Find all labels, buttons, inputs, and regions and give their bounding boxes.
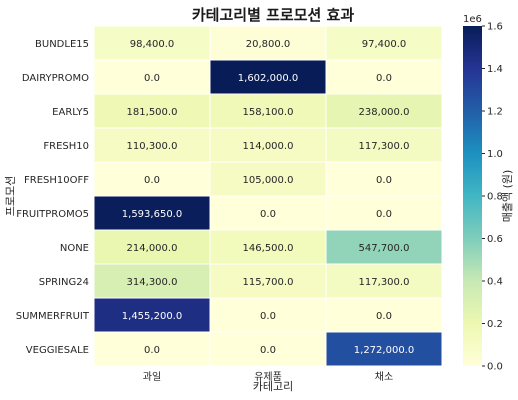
cell-value-label: 1,602,000.0 [238,73,298,84]
heatmap-cell [93,331,211,367]
cell-value-label: 0.0 [144,175,160,186]
x-axis-label: 카테고리 [253,380,293,393]
cell-value-label: 0.0 [376,73,392,84]
heatmap-cell [93,297,211,333]
cell-value-label: 117,300.0 [359,277,410,288]
heatmap-cells: 98,400.0 20,800.0 97,400.0 0.0 1,602,000.0 0.… [93,25,443,367]
colorbar-label: 매출액 (원) [501,170,514,223]
colorbar-multiplier: 1e6 [463,14,482,25]
colorbar-tick-label: 0.6 [487,234,503,245]
y-tick-label: FRESH10 [43,141,89,152]
cell-value-label: 0.0 [376,311,392,322]
colorbar-tick-label: 1.6 [487,22,503,33]
heatmap-cell [209,25,327,61]
cell-value-label: 0.0 [260,209,276,220]
cell-value-label: 146,500.0 [243,243,294,254]
cell-value-label: 0.0 [144,73,160,84]
cell-value-label: 158,100.0 [243,107,294,118]
y-tick-label: EARLY5 [52,107,89,118]
y-tick-labels: BUNDLE15 DAIRYPROMO EARLY5 FRESH10 FRESH10OF… [16,39,90,356]
cell-value-label: 181,500.0 [127,107,178,118]
x-tick-label: 과일 [143,371,161,383]
cell-value-label: 547,700.0 [359,243,410,254]
heatmap-cell [325,195,443,231]
cell-value-label: 0.0 [144,345,160,356]
colorbar-tick-label: 0.2 [487,319,503,330]
cell-value-label: 238,000.0 [359,107,410,118]
x-tick-label: 유제품 [254,371,282,383]
x-tick-label: 채소 [375,371,393,383]
heatmap-cell [93,263,211,299]
colorbar-tick-label: 0.0 [487,362,503,373]
cell-value-label: 1,455,200.0 [122,311,182,322]
colorbar-tick-label: 0.8 [487,192,503,203]
colorbar-tick-label: 1.4 [487,64,503,75]
heatmap-cell [325,127,443,163]
heatmap-cell [325,331,443,367]
y-tick-label: FRESH10OFF [24,175,89,186]
y-tick-label: DAIRYPROMO [22,73,89,84]
cell-value-label: 0.0 [376,209,392,220]
cell-value-label: 214,000.0 [127,243,178,254]
heatmap-cell [209,93,327,129]
heatmap-cell [209,161,327,197]
heatmap-cell [325,59,443,95]
y-tick-label: SUMMERFRUIT [16,311,90,322]
y-tick-label: BUNDLE15 [35,39,89,50]
heatmap-cell [93,25,211,61]
heatmap-cell [93,127,211,163]
colorbar [463,26,482,366]
cell-value-label: 0.0 [260,345,276,356]
colorbar-tick-label: 0.4 [487,277,503,288]
heatmap-cell [209,263,327,299]
cell-value-label: 314,300.0 [127,277,178,288]
colorbar-ticks: 0.0 0.2 0.4 0.6 0.8 1.0 1.2 1.4 1.6 [482,22,503,373]
y-tick-label: FRUITPROMO5 [16,209,89,220]
y-tick-label: NONE [60,243,89,254]
heatmap-cell [93,229,211,265]
colorbar-tick-label: 1.0 [487,149,503,160]
y-tick-label: VEGGIESALE [26,345,89,356]
heatmap-cell [209,229,327,265]
cell-value-label: 105,000.0 [243,175,294,186]
heatmap-cell [325,297,443,333]
chart-title: 카테고리별 프로모션 효과 [192,6,354,24]
cell-value-label: 98,400.0 [130,39,175,50]
y-axis-label: 프로모션 [4,176,17,216]
cell-value-label: 114,000.0 [243,141,294,152]
heatmap-cell [325,25,443,61]
cell-value-label: 1,272,000.0 [354,345,414,356]
heatmap-cell [325,263,443,299]
cell-value-label: 0.0 [260,311,276,322]
colorbar-tick-label: 1.2 [487,107,503,118]
cell-value-label: 117,300.0 [359,141,410,152]
heatmap-cell [93,195,211,231]
cell-value-label: 110,300.0 [127,141,178,152]
y-tick-label: SPRING24 [39,277,89,288]
cell-value-label: 97,400.0 [362,39,407,50]
heatmap-cell [209,331,327,367]
heatmap-cell [325,229,443,265]
heatmap-cell [209,195,327,231]
cell-value-label: 1,593,650.0 [122,209,182,220]
cell-value-label: 0.0 [376,175,392,186]
x-tick-labels: 과일 유제품 채소 [143,371,393,383]
cell-value-label: 20,800.0 [246,39,291,50]
cell-value-label: 115,700.0 [243,277,294,288]
